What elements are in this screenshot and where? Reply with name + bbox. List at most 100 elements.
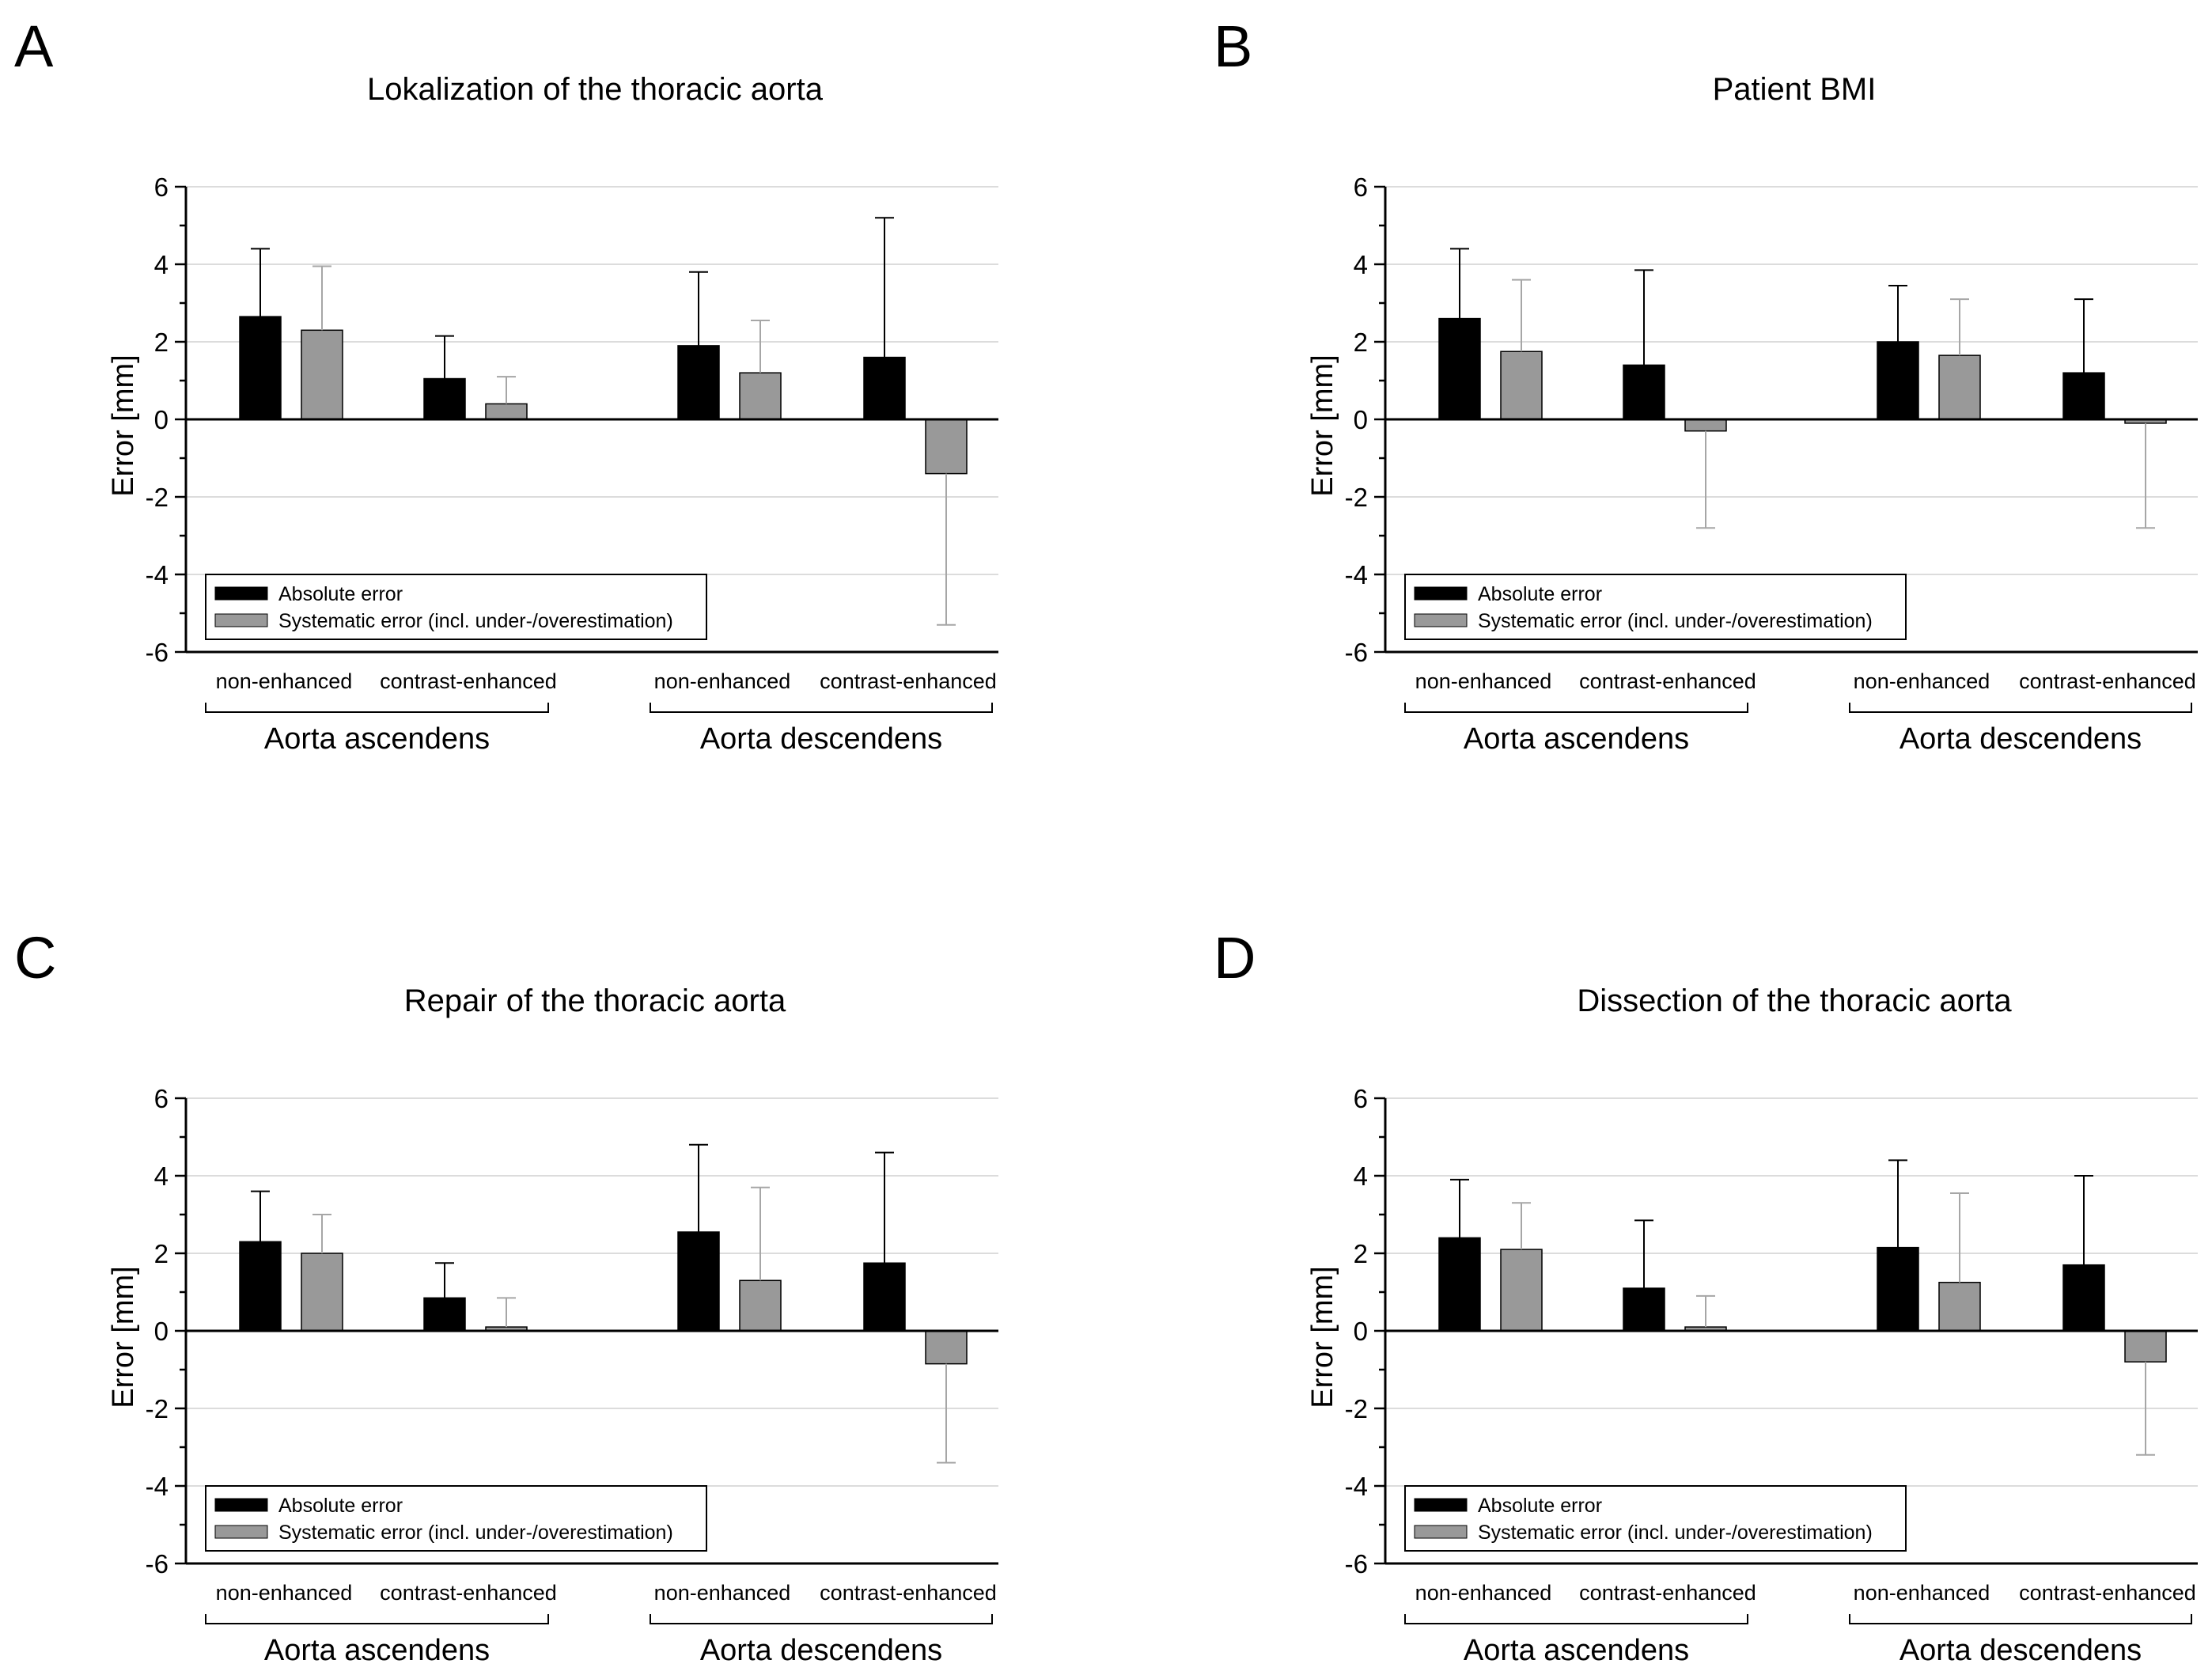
legend-swatch-systematic (1414, 1525, 1468, 1539)
group-label: Aorta descendens (1900, 722, 2142, 756)
panel-letter: C (14, 925, 56, 991)
legend-swatch-systematic (214, 613, 268, 627)
legend-swatch-absolute (214, 1498, 268, 1512)
bar-absolute-error (239, 1241, 282, 1332)
group-bracket (1849, 1614, 2192, 1624)
bar-absolute-error (2062, 1264, 2105, 1332)
y-tick-label: 0 (154, 1317, 169, 1346)
legend-swatch-systematic (214, 1525, 268, 1539)
legend-label-systematic: Systematic error (incl. under-/overestim… (278, 1522, 673, 1544)
bar-absolute-error (863, 356, 906, 420)
bar-systematic-error (301, 1253, 343, 1332)
bar-absolute-error (1623, 1287, 1665, 1332)
group-label: Aorta ascendens (1464, 722, 1689, 756)
y-tick-label: -6 (146, 638, 169, 667)
bar-systematic-error (1500, 351, 1543, 420)
y-axis-label: Error [mm] (1306, 354, 1339, 496)
legend-swatch-absolute (214, 586, 268, 601)
chart-panel-a: A Lokalization of the thoracic aorta 6 4 2 0 -… (14, 13, 998, 756)
chart-title: Patient BMI (1713, 72, 1877, 107)
bar-systematic-error (1500, 1249, 1543, 1332)
y-tick-label: 2 (1354, 328, 1368, 357)
category-label: non-enhanced (654, 669, 791, 693)
group-bracket (650, 1614, 993, 1624)
legend: Absolute error Systematic error (incl. un… (205, 1485, 707, 1552)
bar-absolute-error (239, 316, 282, 420)
legend-label-absolute: Absolute error (1478, 583, 1602, 605)
bar-absolute-error (1438, 1237, 1481, 1332)
y-axis-label: Error [mm] (107, 1266, 140, 1408)
bar-systematic-error (1938, 1282, 1981, 1332)
group-bracket (1404, 703, 1748, 713)
bar-systematic-error (485, 403, 528, 420)
legend: Absolute error Systematic error (incl. un… (1404, 1485, 1907, 1552)
bar-systematic-error (739, 372, 782, 420)
category-label: contrast-enhanced (1579, 1581, 1756, 1605)
panel-letter: B (1214, 13, 1252, 79)
y-tick-label: 4 (1354, 250, 1368, 279)
category-label: non-enhanced (1854, 1581, 1990, 1605)
group-bracket (1404, 1614, 1748, 1624)
y-tick-label: -6 (1345, 638, 1368, 667)
y-tick-label: 0 (154, 405, 169, 434)
chart-panel-d: D Dissection of the thoracic aorta 6 4 2 0 -2 -… (1214, 925, 2198, 1667)
bar-absolute-error (1623, 364, 1665, 420)
legend: Absolute error Systematic error (incl. un… (1404, 574, 1907, 640)
bar-systematic-error (301, 329, 343, 420)
y-tick-label: -6 (146, 1549, 169, 1579)
category-label: non-enhanced (216, 669, 353, 693)
legend-box (205, 574, 707, 640)
bar-absolute-error (2062, 372, 2105, 420)
y-tick-label: 6 (1354, 172, 1368, 202)
bar-absolute-error (677, 1231, 720, 1332)
y-tick-label: 2 (154, 1239, 169, 1268)
y-tick-label: -4 (146, 1472, 169, 1501)
group-label: Aorta descendens (700, 1634, 942, 1667)
category-label: non-enhanced (1415, 1581, 1552, 1605)
bar-absolute-error (1438, 317, 1481, 420)
y-tick-label: 4 (154, 250, 169, 279)
group-bracket (650, 703, 993, 713)
bar-systematic-error (925, 1330, 968, 1365)
y-tick-label: 2 (1354, 1239, 1368, 1268)
bar-systematic-error (739, 1279, 782, 1332)
y-tick-label: -2 (1345, 1394, 1368, 1423)
bar-systematic-error (925, 419, 968, 475)
chart-title: Lokalization of the thoracic aorta (367, 72, 824, 107)
bar-absolute-error (1877, 341, 1919, 420)
legend-swatch-absolute (1414, 586, 1468, 601)
panel-letter: D (1214, 925, 1256, 991)
legend: Absolute error Systematic error (incl. un… (205, 574, 707, 640)
chart-title: Repair of the thoracic aorta (404, 984, 786, 1018)
bar-absolute-error (677, 345, 720, 420)
y-axis-label: Error [mm] (1306, 1266, 1339, 1408)
panel-letter: A (14, 13, 54, 79)
y-tick-label: 6 (154, 172, 169, 202)
y-tick-label: -2 (146, 483, 169, 512)
legend-swatch-absolute (1414, 1498, 1468, 1512)
category-label: contrast-enhanced (2019, 669, 2196, 693)
y-tick-label: -6 (1345, 1549, 1368, 1579)
category-label: contrast-enhanced (380, 669, 557, 693)
group-label: Aorta descendens (700, 722, 942, 756)
y-tick-label: 0 (1354, 405, 1368, 434)
y-tick-label: -4 (1345, 560, 1368, 589)
y-tick-label: -4 (146, 560, 169, 589)
category-label: contrast-enhanced (2019, 1581, 2196, 1605)
legend-box (1404, 1485, 1907, 1552)
group-label: Aorta descendens (1900, 1634, 2142, 1667)
group-label: Aorta ascendens (1464, 1634, 1689, 1667)
legend-label-absolute: Absolute error (278, 583, 403, 605)
legend-box (1404, 574, 1907, 640)
chart-title: Dissection of the thoracic aorta (1577, 984, 2012, 1018)
bar-absolute-error (423, 377, 466, 420)
group-bracket (205, 1614, 549, 1624)
bar-systematic-error (1938, 354, 1981, 420)
bar-systematic-error (2124, 1330, 2167, 1363)
y-tick-label: 6 (1354, 1084, 1368, 1113)
category-label: non-enhanced (1415, 669, 1552, 693)
legend-swatch-systematic (1414, 613, 1468, 627)
y-tick-label: 6 (154, 1084, 169, 1113)
legend-label-absolute: Absolute error (1478, 1495, 1602, 1517)
